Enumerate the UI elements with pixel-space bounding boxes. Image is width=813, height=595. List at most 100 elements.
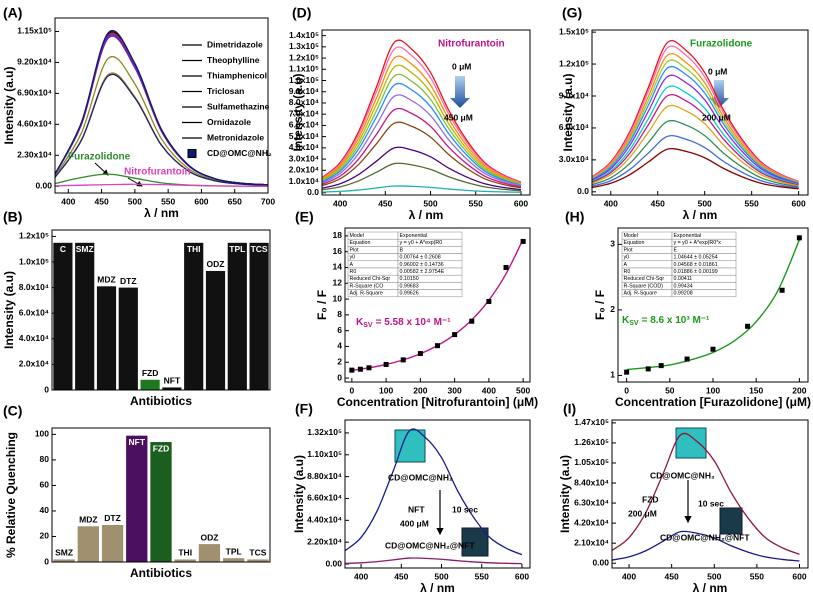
panel-label: (A) — [3, 5, 22, 21]
spectrum — [322, 121, 522, 189]
x-tick-label: 50 — [665, 385, 675, 395]
y-axis-label: Intensity (a.u) — [2, 271, 16, 349]
y-tick-label: 16 — [333, 246, 343, 256]
ksv-sub: SV — [363, 322, 373, 329]
bar-label: NFT — [129, 437, 146, 447]
y-tick-label: 0.0 — [307, 187, 319, 197]
arrow — [709, 80, 729, 108]
data-point — [469, 318, 475, 324]
spectrum — [612, 432, 800, 555]
x-tick-label: 100 — [379, 385, 393, 395]
x-tick-label: 550 — [161, 196, 175, 206]
bar-label: TCS — [249, 548, 266, 558]
bar-label: FZD — [142, 368, 159, 378]
data-point — [349, 367, 355, 373]
vial — [719, 507, 743, 535]
table-text: B — [400, 247, 404, 253]
spectrum — [592, 45, 799, 183]
table-text: 0.00411 — [674, 276, 693, 282]
data-point — [796, 235, 802, 241]
x-tick-label: 500 — [128, 196, 142, 206]
vial — [675, 427, 707, 459]
y-tick-label: 8.40x10⁴ — [574, 477, 609, 487]
y-tick-label: 1.4x10⁵ — [289, 30, 319, 40]
x-tick-label: 0 — [349, 385, 354, 395]
data-point — [658, 363, 664, 369]
annotation: Furazolidone — [68, 152, 131, 163]
x-tick-label: 550 — [750, 571, 764, 581]
y-tick-label: 40 — [40, 505, 50, 515]
y-tick-label: 0 — [44, 384, 49, 394]
x-tick-label: 600 — [792, 571, 806, 581]
data-point — [357, 366, 363, 372]
y-tick-label: 1.47x10⁵ — [574, 417, 609, 427]
y-tick-label: 1.2x10⁵ — [289, 52, 319, 62]
x-tick-label: 0 — [624, 385, 629, 395]
bar-label: ODZ — [200, 532, 218, 542]
y-tick-label: 5.0x10⁴ — [289, 131, 319, 141]
arrow — [450, 76, 470, 108]
spectrum — [322, 64, 522, 185]
y-tick-label: 2 — [610, 304, 615, 314]
y-tick-label: 6.30x10⁴ — [574, 497, 609, 507]
vial — [461, 527, 489, 557]
spectrum — [592, 39, 799, 182]
table-text: 0.96002 ± 0.14736 — [400, 262, 444, 268]
y-tick-label: 9.20x10⁴ — [17, 57, 52, 67]
panel-label: (C) — [3, 403, 22, 419]
bar — [162, 387, 182, 390]
data-point — [435, 343, 440, 349]
vial — [394, 429, 426, 463]
x-tick-label: 400 — [482, 385, 496, 395]
x-tick-label: 600 — [515, 571, 529, 581]
spectrum — [55, 183, 268, 187]
table-text: Model — [350, 233, 364, 239]
table-text: Exponential — [674, 233, 702, 239]
spectrum — [592, 93, 799, 186]
spectrum — [322, 162, 522, 192]
plot-frame — [54, 17, 269, 194]
bar-label: C — [60, 244, 66, 254]
x-tick-label: 500 — [516, 385, 530, 395]
table-text: 0.01886 ± 0.00199 — [674, 269, 718, 275]
y-tick-label: 0.0 — [577, 186, 589, 196]
annotation: CD@OMC@NH₂@NFT — [660, 532, 750, 542]
x-tick-label: 500 — [707, 571, 721, 581]
data-point — [645, 366, 651, 372]
x-axis-label: λ / nm — [683, 208, 718, 222]
legend-label: Theophylline — [207, 55, 260, 65]
y-tick-label: 1.1x10⁵ — [289, 64, 319, 74]
y-tick-label: 9.0x10⁴ — [289, 86, 319, 96]
y-tick-label: 18 — [333, 230, 343, 240]
spectrum — [322, 73, 522, 186]
y-axis-label: Intensity (a.u) — [2, 66, 16, 144]
bar-label: TPL — [226, 546, 242, 556]
bar — [140, 379, 160, 390]
spectrum — [592, 59, 799, 184]
y-tick-label: 1.2x10⁵ — [19, 231, 49, 241]
bar — [249, 242, 269, 390]
plot-frame — [591, 29, 809, 196]
y-tick-label: 2 — [337, 357, 342, 367]
table-cell — [347, 260, 399, 269]
plot-frame — [344, 227, 531, 383]
x-tick-label: 500 — [434, 571, 448, 581]
x-tick-label: 100 — [706, 385, 720, 395]
y-tick-label: 10 — [333, 293, 343, 303]
annotation: CD@OMC@NH₂@NFT — [385, 540, 475, 550]
table-text: 0.00764 ± 0.2608 — [400, 255, 441, 261]
table-text: 1.04644 ± 0.05254 — [674, 255, 718, 261]
plot-frame — [344, 419, 531, 569]
data-point — [710, 346, 716, 352]
x-tick-label: 450 — [665, 571, 679, 581]
y-tick-label: 6.0x10⁴ — [559, 122, 589, 132]
arrow — [94, 162, 109, 176]
spectrum — [322, 94, 522, 187]
y-tick-label: 80 — [40, 454, 50, 464]
x-tick-label: 400 — [333, 198, 347, 208]
x-tick-label: 400 — [604, 198, 618, 208]
x-axis-label: Antibiotics — [130, 394, 192, 408]
y-axis-label: Intensity (a.u) — [558, 455, 572, 533]
bar — [184, 242, 204, 390]
data-point — [366, 365, 372, 371]
